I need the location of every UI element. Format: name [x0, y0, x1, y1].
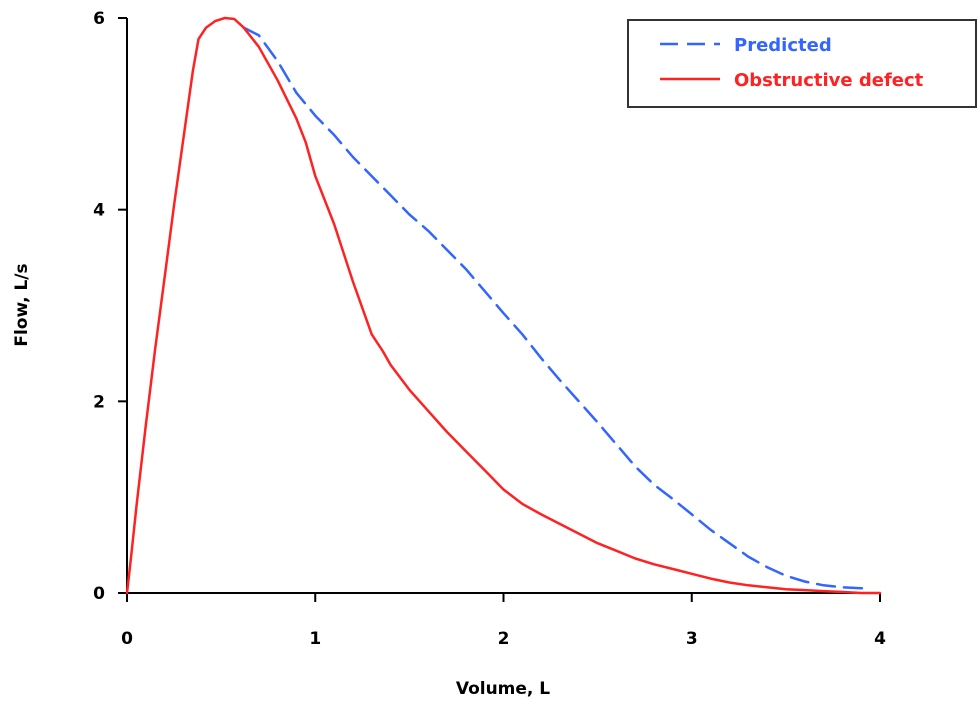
x-tick-label: 1 [309, 629, 321, 649]
series-line-obstructive [125, 16, 882, 595]
legend-label-predicted: Predicted [734, 35, 832, 56]
x-tick-label: 4 [874, 629, 886, 649]
legend: Predicted Obstructive defect [627, 19, 977, 108]
axis-ticks: 0 1 2 3 4 0 2 4 6 [93, 9, 886, 649]
y-axis-title: Flow, L/s [12, 263, 32, 346]
x-tick-label: 2 [498, 629, 510, 649]
y-tick-label: 0 [93, 584, 105, 604]
series-lines [125, 16, 882, 595]
y-tick-label: 6 [93, 9, 105, 29]
legend-box [627, 19, 977, 108]
legend-label-obstructive: Obstructive defect [734, 70, 924, 91]
y-tick-label: 4 [93, 201, 105, 221]
x-tick-label: 0 [121, 629, 133, 649]
y-tick-label: 2 [93, 392, 105, 412]
x-tick-label: 3 [686, 629, 698, 649]
series-line-predicted [242, 26, 872, 590]
x-axis-title: Volume, L [456, 679, 550, 699]
